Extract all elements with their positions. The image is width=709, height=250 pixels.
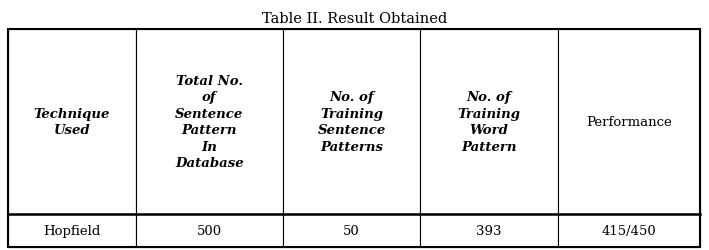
Bar [8, 30, 700, 247]
Bar [558, 214, 700, 247]
Text: 500: 500 [196, 224, 222, 237]
Text: No. of
Training
Sentence
Patterns: No. of Training Sentence Patterns [318, 91, 386, 153]
Text: Table II. Result Obtained: Table II. Result Obtained [262, 12, 447, 26]
Bar [8, 214, 135, 247]
Bar [283, 214, 420, 247]
Bar [420, 214, 558, 247]
Text: Total No.
of
Sentence
Pattern
In
Database: Total No. of Sentence Pattern In Databas… [175, 74, 243, 170]
Text: Performance: Performance [586, 116, 671, 128]
Bar [8, 30, 135, 214]
Text: Hopfield: Hopfield [43, 224, 101, 237]
Bar [135, 30, 283, 214]
Bar [420, 30, 558, 214]
Bar [135, 214, 283, 247]
Text: 50: 50 [343, 224, 360, 237]
Text: 415/450: 415/450 [601, 224, 657, 237]
Text: Technique
Used: Technique Used [33, 107, 110, 137]
Text: 393: 393 [476, 224, 502, 237]
Bar [558, 30, 700, 214]
Text: No. of
Training
Word
Pattern: No. of Training Word Pattern [457, 91, 520, 153]
Bar [283, 30, 420, 214]
